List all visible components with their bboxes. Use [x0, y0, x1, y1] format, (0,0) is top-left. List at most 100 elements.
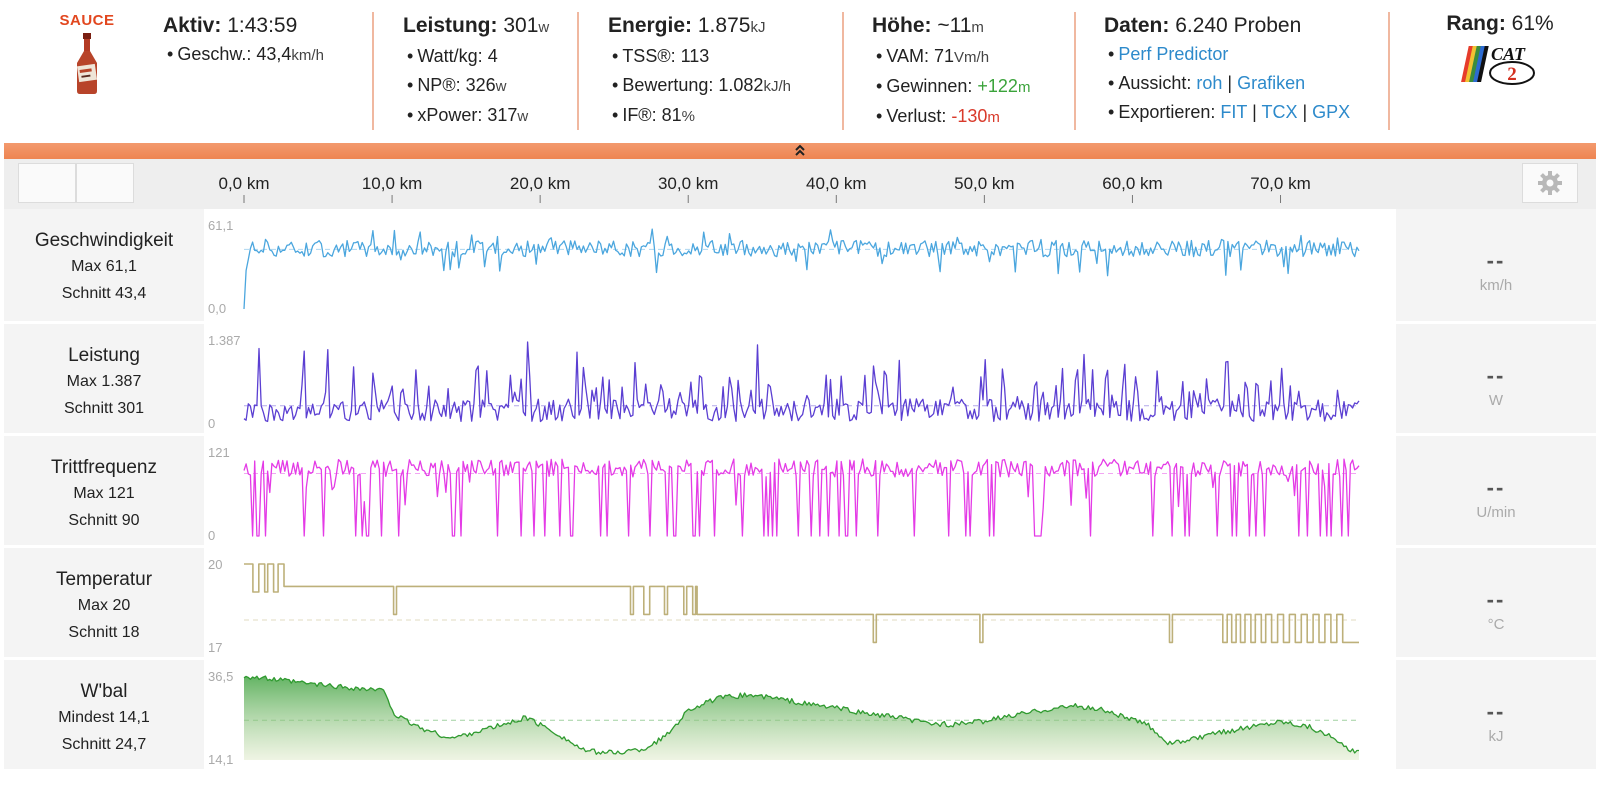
stream-readout: -- W — [1396, 324, 1596, 436]
axis-tick-label: 60,0 km — [1102, 174, 1162, 193]
stream-chart-row-wbal: W'bal Mindest 14,1 Schnitt 24,7 36,5 14,1… — [4, 657, 1596, 772]
stream-readout-value: -- — [1486, 363, 1506, 388]
y-min-label: 0 — [208, 528, 215, 543]
elevation-loss-unit: m — [987, 109, 1000, 126]
double-chevron-up-icon[interactable] — [794, 142, 806, 157]
rank-value: 61% — [1511, 12, 1554, 35]
stream-average: Schnitt 24,7 — [61, 736, 147, 753]
elevation-gain-label: Gewinnen: — [886, 76, 973, 96]
y-max-label: 121 — [208, 445, 230, 460]
rank-label: Rang: — [1446, 12, 1506, 35]
column-divider — [372, 12, 374, 130]
stream-chart-row-cadence: Trittfrequenz Max 121 Schnitt 90 121 0 --… — [4, 433, 1596, 548]
stream-readout: -- °C — [1396, 548, 1596, 660]
axis-tick-label: 40,0 km — [806, 174, 866, 193]
view-graphs-link[interactable]: Grafiken — [1237, 73, 1306, 93]
stream-svg-speed: 61,1 0,0 — [208, 218, 1360, 316]
axis-tick-label: 10,0 km — [362, 174, 422, 193]
elevation-loss-label: Verlust: — [886, 106, 947, 126]
vam-unit: Vm/h — [954, 49, 990, 66]
tss: TSS®: 113 — [608, 42, 791, 71]
normalized-power-label: NP®: — [417, 75, 461, 95]
stream-readout: -- km/h — [1396, 209, 1596, 321]
power-summary-value: 301 — [503, 14, 539, 37]
xpower-label: xPower: — [417, 105, 483, 125]
distance-axis: 0,0 km 10,0 km 20,0 km 30,0 km 40,0 km 50,0 k… — [218, 174, 1311, 203]
intensity-factor-unit: % — [681, 108, 695, 125]
stream-plot-temperature[interactable]: 20 17 — [204, 548, 1396, 660]
collapse-header-bar[interactable] — [4, 143, 1596, 159]
vam-value: 71 — [934, 46, 955, 66]
stream-readout-unit: U/min — [1476, 504, 1516, 521]
power-summary-label: Leistung: — [403, 14, 498, 37]
stream-plot-speed[interactable]: 61,1 0,0 — [204, 209, 1396, 321]
power-summary-unit: w — [538, 19, 550, 36]
stream-plot-wbal[interactable]: 36,5 14,1 — [204, 660, 1396, 772]
stream-plot-power[interactable]: 1.387 0 — [204, 324, 1396, 436]
stream-title: W'bal — [80, 681, 128, 702]
stream-label: Trittfrequenz Max 121 Schnitt 90 — [4, 436, 204, 548]
data-column: Daten: 6.240 Proben Perf Predictor Aussi… — [1104, 12, 1350, 127]
link-separator: | — [1252, 102, 1257, 122]
export-fit-link[interactable]: FIT — [1220, 102, 1248, 122]
stream-chart-row-temperature: Temperatur Max 20 Schnitt 18 20 17 -- °C — [4, 545, 1596, 660]
series-line-wbal — [243, 675, 1359, 755]
view-raw-link[interactable]: roh — [1196, 73, 1223, 93]
activity-summary-header: SAUCE Aktiv: 1:43:59 Geschw.: 43,4km/h L… — [0, 0, 1600, 143]
distance-axis-bar: 0,0 km 10,0 km 20,0 km 30,0 km 40,0 km 50,0 k… — [4, 159, 1596, 209]
y-min-label: 0 — [208, 416, 215, 431]
stream-readout: -- kJ — [1396, 660, 1596, 772]
stream-readout-value: -- — [1486, 587, 1506, 612]
active-time-value: 1:43:59 — [227, 14, 298, 37]
elevation-column: Höhe: ~11m VAM: 71Vm/h Gewinnen: +122m V… — [872, 12, 1030, 132]
export-tcx-link[interactable]: TCX — [1261, 102, 1298, 122]
stream-chart-row-speed: Geschwindigkeit Max 61,1 Schnitt 43,4 61… — [4, 209, 1596, 321]
y-max-label: 36,5 — [208, 669, 233, 684]
zoom-out-button[interactable] — [18, 163, 76, 203]
column-divider — [1074, 12, 1076, 130]
stream-average: Schnitt 18 — [68, 624, 140, 641]
view-label: Aussicht: — [1118, 73, 1192, 93]
column-divider — [1388, 12, 1390, 130]
stream-title: Geschwindigkeit — [34, 230, 174, 251]
energy-rating-label: Bewertung: — [622, 75, 714, 95]
stream-label: Geschwindigkeit Max 61,1 Schnitt 43,4 — [4, 209, 204, 321]
perf-predictor-link[interactable]: Perf Predictor — [1118, 44, 1229, 64]
energy-summary-unit: kJ — [750, 19, 766, 36]
intensity-factor: IF®: 81% — [608, 101, 791, 131]
gear-icon — [1538, 171, 1562, 195]
xpower-unit: w — [517, 108, 529, 125]
cat-badge-icon: CAT 2 — [1461, 44, 1535, 85]
elevation-gain-value: +122 — [977, 76, 1018, 96]
energy-rating-value: 1.082 — [718, 75, 764, 95]
export-gpx-link[interactable]: GPX — [1312, 102, 1351, 122]
stream-readout-value: -- — [1486, 699, 1506, 724]
elevation-loss: Verlust: -130m — [872, 102, 1030, 132]
chart-settings-button[interactable] — [1522, 163, 1578, 203]
power-column: Leistung: 301w Watt/kg: 4 NP®: 326w xPow… — [403, 12, 549, 131]
energy-rating: Bewertung: 1.082kJ/h — [608, 71, 791, 101]
energy-rating-unit: kJ/h — [763, 78, 791, 95]
rank-text: Rang: 61% — [1430, 12, 1570, 36]
xpower-value: 317 — [487, 105, 518, 125]
axis-tick-label: 50,0 km — [954, 174, 1014, 193]
elevation-loss-value: -130 — [951, 106, 988, 126]
stream-average: Schnitt 90 — [68, 512, 140, 529]
tss-label: TSS®: — [622, 46, 676, 66]
sauce-logo: SAUCE — [42, 12, 132, 122]
speed-summary-label: Geschw.: — [177, 44, 252, 64]
view-options: Aussicht: roh | Grafiken — [1104, 69, 1350, 98]
vam-label: VAM: — [886, 46, 929, 66]
normalized-power-unit: w — [495, 78, 507, 95]
stream-readout-unit: km/h — [1479, 277, 1513, 294]
series-line-temperature — [244, 563, 1359, 644]
link-separator: | — [1227, 73, 1233, 93]
stream-plot-cadence[interactable]: 121 0 — [204, 436, 1396, 548]
stream-svg-power: 1.387 0 — [208, 333, 1360, 431]
stream-average: Schnitt 301 — [63, 400, 145, 417]
speed-summary-value: 43,4 — [256, 44, 292, 64]
zoom-in-button[interactable] — [76, 163, 134, 203]
y-min-label: 14,1 — [208, 752, 233, 767]
watt-per-kg-value: 4 — [487, 46, 498, 66]
stream-max: Mindest 14,1 — [58, 709, 150, 726]
